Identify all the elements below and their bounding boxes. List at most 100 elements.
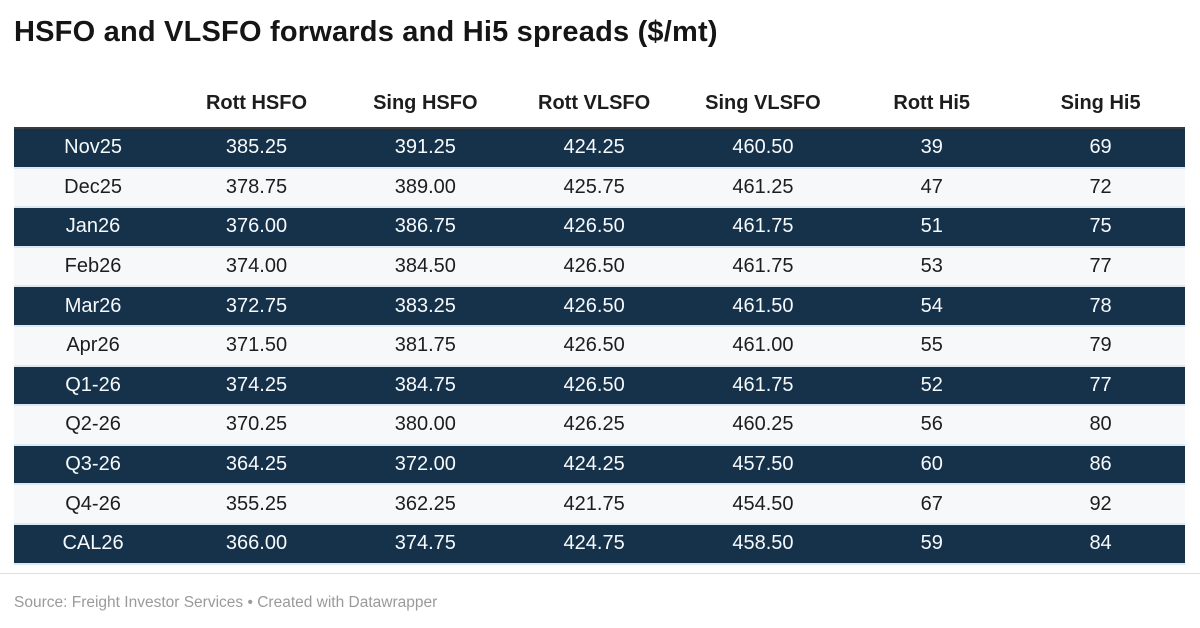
value-cell: 389.00 xyxy=(340,166,510,208)
table-row: Jan26 376.00 386.75 426.50 461.75 51 75 xyxy=(14,206,1185,247)
value-cell: 374.75 xyxy=(340,522,510,565)
value-cell: 366.00 xyxy=(172,522,341,565)
value-cell: 457.50 xyxy=(678,443,848,485)
value-cell: 461.00 xyxy=(678,324,848,366)
table-row: Q1-26 374.25 384.75 426.50 461.75 52 77 xyxy=(14,364,1185,406)
value-cell: 461.75 xyxy=(678,206,848,247)
value-cell: 364.25 xyxy=(172,443,341,485)
row-label: Jan26 xyxy=(14,206,173,247)
table-row: Q4-26 355.25 362.25 421.75 454.50 67 92 xyxy=(14,483,1185,524)
row-label: Feb26 xyxy=(14,245,173,287)
value-cell: 421.75 xyxy=(509,483,679,524)
table-row: Nov25 385.25 391.25 424.25 460.50 39 69 xyxy=(14,128,1185,168)
value-cell: 39 xyxy=(847,128,1017,168)
row-label: Q1-26 xyxy=(14,364,173,406)
value-cell: 371.50 xyxy=(172,324,341,366)
row-label: Dec25 xyxy=(14,166,173,208)
row-label: Mar26 xyxy=(14,285,173,326)
value-cell: 454.50 xyxy=(678,483,848,524)
row-label: Q2-26 xyxy=(14,404,173,445)
value-cell: 376.00 xyxy=(172,206,341,247)
value-cell: 461.25 xyxy=(678,166,848,208)
value-cell: 92 xyxy=(1016,483,1185,524)
value-cell: 426.50 xyxy=(509,206,679,247)
value-cell: 53 xyxy=(847,245,1017,287)
row-label: Nov25 xyxy=(14,128,173,168)
row-label: CAL26 xyxy=(14,522,173,565)
value-cell: 67 xyxy=(847,483,1017,524)
value-cell: 378.75 xyxy=(172,166,341,208)
value-cell: 384.50 xyxy=(340,245,510,287)
value-cell: 80 xyxy=(1016,404,1185,445)
value-cell: 426.25 xyxy=(509,404,679,445)
chart-title: HSFO and VLSFO forwards and Hi5 spreads … xyxy=(14,16,718,48)
value-cell: 458.50 xyxy=(678,522,848,565)
source-link[interactable]: Freight Investor Services xyxy=(71,593,244,611)
value-cell: 391.25 xyxy=(340,128,510,168)
value-cell: 383.25 xyxy=(340,285,510,326)
column-header-sing-vlsfo: Sing VLSFO xyxy=(678,50,848,129)
footer-divider xyxy=(0,572,1200,574)
value-cell: 47 xyxy=(847,166,1017,208)
column-header-rott-vlsfo: Rott VLSFO xyxy=(509,50,679,129)
value-cell: 374.25 xyxy=(172,364,341,406)
value-cell: 461.50 xyxy=(678,285,848,326)
value-cell: 84 xyxy=(1016,522,1185,565)
source-prefix: Source: xyxy=(14,593,72,611)
value-cell: 52 xyxy=(847,364,1017,406)
value-cell: 54 xyxy=(847,285,1017,326)
table-row: Dec25 378.75 389.00 425.75 461.25 47 72 xyxy=(14,166,1185,208)
column-header-rott-hsfo: Rott HSFO xyxy=(172,50,341,129)
value-cell: 460.25 xyxy=(678,404,848,445)
value-cell: 372.00 xyxy=(340,443,510,485)
value-cell: 372.75 xyxy=(172,285,341,326)
value-cell: 78 xyxy=(1016,285,1185,326)
column-header-sing-hsfo: Sing HSFO xyxy=(340,50,510,129)
value-cell: 77 xyxy=(1016,364,1185,406)
value-cell: 424.75 xyxy=(509,522,679,565)
value-cell: 72 xyxy=(1016,166,1185,208)
column-header-sing-hi5: Sing Hi5 xyxy=(1016,50,1185,129)
value-cell: 56 xyxy=(847,404,1017,445)
row-label: Q3-26 xyxy=(14,443,173,485)
forwards-table: Rott HSFO Sing HSFO Rott VLSFO Sing VLSF… xyxy=(14,50,1185,565)
value-cell: 60 xyxy=(847,443,1017,485)
value-cell: 380.00 xyxy=(340,404,510,445)
value-cell: 362.25 xyxy=(340,483,510,524)
value-cell: 424.25 xyxy=(509,128,679,168)
value-cell: 424.25 xyxy=(509,443,679,485)
value-cell: 384.75 xyxy=(340,364,510,406)
value-cell: 381.75 xyxy=(340,324,510,366)
value-cell: 86 xyxy=(1016,443,1185,485)
table-row: Q3-26 364.25 372.00 424.25 457.50 60 86 xyxy=(14,443,1185,485)
table-content: HSFO and VLSFO forwards and Hi5 spreads … xyxy=(14,16,1185,565)
value-cell: 355.25 xyxy=(172,483,341,524)
column-header-rott-hi5: Rott Hi5 xyxy=(847,50,1017,129)
value-cell: 79 xyxy=(1016,324,1185,366)
footer-separator: • xyxy=(243,593,258,611)
value-cell: 426.50 xyxy=(509,285,679,326)
table-row: Mar26 372.75 383.25 426.50 461.50 54 78 xyxy=(14,285,1185,326)
source-note: Source: Freight Investor Services • Crea… xyxy=(0,574,1200,612)
value-cell: 59 xyxy=(847,522,1017,565)
value-cell: 386.75 xyxy=(340,206,510,247)
value-cell: 385.25 xyxy=(172,128,341,168)
value-cell: 426.50 xyxy=(509,364,679,406)
value-cell: 51 xyxy=(847,206,1017,247)
value-cell: 77 xyxy=(1016,245,1185,287)
datawrapper-credit-link[interactable]: Created with Datawrapper xyxy=(257,593,438,611)
table-row: CAL26 366.00 374.75 424.75 458.50 59 84 xyxy=(14,522,1185,565)
value-cell: 426.50 xyxy=(509,324,679,366)
row-label: Q4-26 xyxy=(14,483,173,524)
table-row: Feb26 374.00 384.50 426.50 461.75 53 77 xyxy=(14,245,1185,287)
table-row: Q2-26 370.25 380.00 426.25 460.25 56 80 xyxy=(14,404,1185,445)
value-cell: 55 xyxy=(847,324,1017,366)
value-cell: 370.25 xyxy=(172,404,341,445)
value-cell: 460.50 xyxy=(678,128,848,168)
value-cell: 461.75 xyxy=(678,364,848,406)
table-body: Nov25 385.25 391.25 424.25 460.50 39 69 Dec25 37… xyxy=(14,128,1185,565)
column-header-period xyxy=(14,50,173,129)
value-cell: 425.75 xyxy=(509,166,679,208)
value-cell: 69 xyxy=(1016,128,1185,168)
